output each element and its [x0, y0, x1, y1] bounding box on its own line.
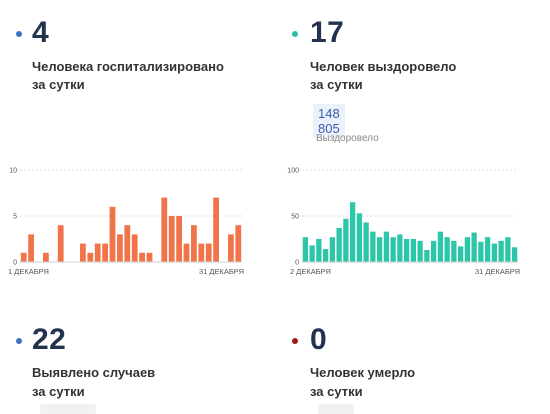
bar — [437, 231, 444, 262]
bar — [471, 232, 477, 262]
hospitalized-label-line1: Человека госпитализировано — [32, 59, 224, 74]
y-tick-label: 100 — [287, 168, 299, 175]
bar — [117, 234, 123, 262]
recovered-dot-icon — [292, 31, 298, 37]
bar — [57, 225, 64, 262]
bar — [376, 237, 383, 262]
bar — [444, 237, 450, 262]
hospitalized-value: 4 — [32, 16, 50, 49]
bar — [451, 240, 457, 262]
y-tick-label: 0 — [295, 260, 299, 267]
bar — [87, 252, 94, 262]
cases-label-line2: за сутки — [32, 384, 85, 399]
deaths-value: 0 — [310, 323, 328, 356]
recovered-total-label: Выздоровело — [316, 133, 379, 144]
bar — [20, 252, 27, 262]
bar — [417, 240, 423, 262]
bar — [302, 237, 309, 262]
bar — [139, 252, 145, 262]
bar — [498, 240, 504, 262]
bar — [464, 237, 471, 262]
bar — [131, 234, 138, 262]
deaths-label-line2: за сутки — [310, 384, 363, 399]
bar — [343, 218, 349, 262]
bar — [309, 245, 315, 262]
recovered-daily-chart: 0 50 100 2 ДЕКАБРЯ 31 ДЕКАБРЯ — [287, 168, 520, 277]
bar — [94, 243, 101, 262]
bar — [109, 206, 116, 262]
deaths-label-line1: Человек умерло — [310, 365, 416, 380]
recovered-label-line2: за сутки — [310, 77, 363, 92]
bar — [205, 243, 212, 262]
bar — [161, 197, 168, 262]
x-start-label: 2 ДЕКАБРЯ — [290, 267, 331, 276]
bar — [336, 227, 342, 262]
x-start-label: 1 ДЕКАБРЯ — [8, 267, 49, 276]
cases-total-placeholder — [40, 404, 96, 414]
x-end-label: 31 ДЕКАБРЯ — [475, 267, 520, 276]
bar — [124, 225, 131, 262]
y-tick-label: 0 — [13, 260, 17, 267]
hospitalized-daily-chart: 0 5 10 1 ДЕКАБРЯ 31 ДЕКАБРЯ — [8, 168, 244, 277]
y-tick-label: 10 — [9, 168, 17, 175]
cases-label-line1: Выявлено случаев — [32, 365, 156, 380]
bar — [397, 234, 403, 262]
x-end-label: 31 ДЕКАБРЯ — [199, 267, 244, 276]
bar — [356, 213, 363, 262]
bar — [430, 240, 437, 262]
bar — [491, 243, 498, 262]
hospitalized-label-line2: за сутки — [32, 77, 85, 92]
bar — [410, 239, 417, 262]
bar — [484, 237, 491, 262]
bar — [457, 246, 464, 262]
bar — [102, 243, 108, 262]
bar — [80, 243, 86, 262]
bar — [370, 231, 376, 262]
bar — [146, 252, 153, 262]
bar — [228, 234, 234, 262]
deaths-dot-icon — [292, 338, 298, 344]
bar — [213, 197, 219, 262]
bar — [349, 202, 356, 262]
bar — [28, 234, 34, 262]
bar — [43, 252, 49, 262]
deaths-total-placeholder — [318, 404, 354, 414]
bar — [383, 231, 390, 262]
bar — [316, 239, 322, 262]
y-tick-label: 50 — [291, 214, 299, 221]
bar — [329, 237, 336, 262]
bar — [478, 241, 484, 262]
bar — [403, 239, 410, 262]
bar — [198, 243, 205, 262]
bar — [235, 225, 242, 262]
y-tick-label: 5 — [13, 214, 17, 221]
recovered-value: 17 — [310, 16, 345, 49]
hospitalized-dot-icon — [16, 31, 22, 37]
bar — [363, 222, 369, 262]
bar — [322, 249, 329, 262]
bar — [168, 216, 175, 262]
cases-dot-icon — [16, 338, 22, 344]
bar — [176, 216, 182, 262]
recovered-total-badge: 148 805 — [313, 104, 345, 138]
bar — [390, 237, 396, 262]
bar — [424, 250, 430, 262]
cases-value: 22 — [32, 323, 67, 356]
bar — [511, 247, 518, 262]
bar — [191, 225, 197, 262]
bar — [183, 243, 190, 262]
bar — [505, 237, 511, 262]
recovered-label-line1: Человек выздоровело — [310, 59, 457, 74]
